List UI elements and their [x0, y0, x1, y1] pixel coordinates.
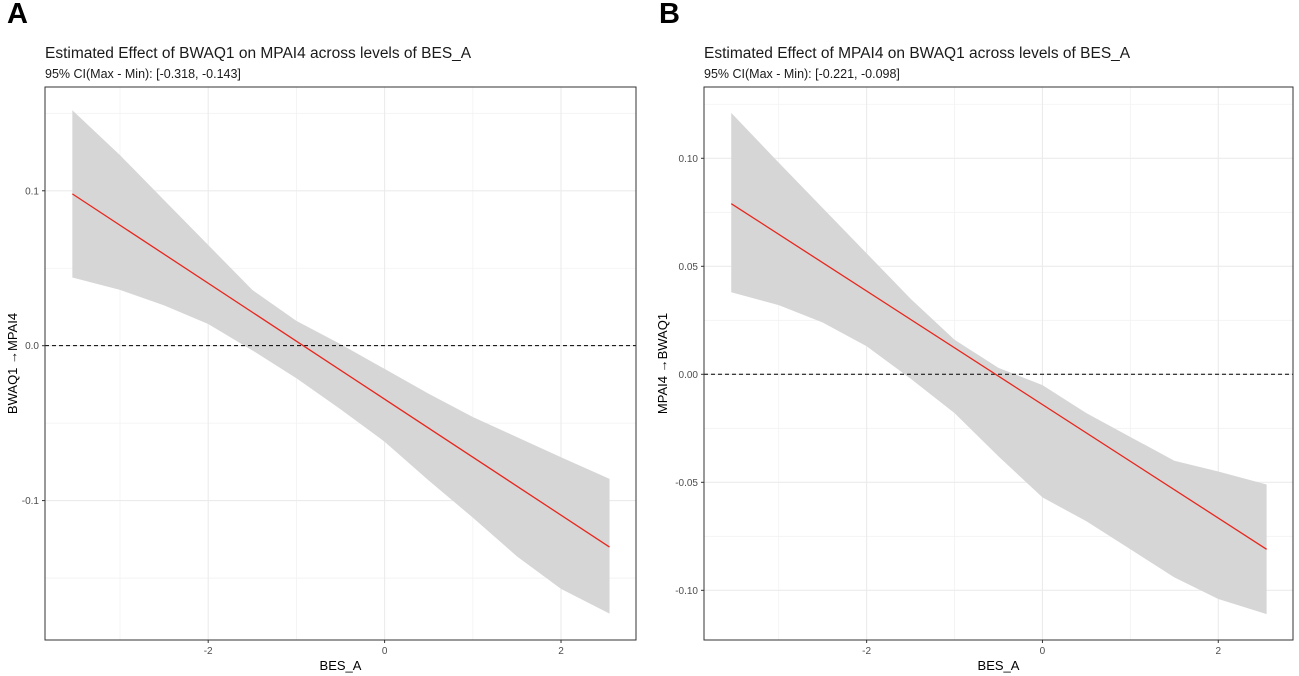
estimate-line — [72, 194, 609, 547]
x-tick-label: -2 — [862, 646, 871, 657]
x-tick-label: 2 — [1215, 646, 1221, 657]
confidence-band — [731, 113, 1266, 614]
panel-b: B Estimated Effect of MPAI4 on BWAQ1 acr… — [650, 0, 1299, 676]
y-tick-label: 0.10 — [679, 154, 699, 165]
panel-a: A Estimated Effect of BWAQ1 on MPAI4 acr… — [0, 0, 650, 676]
x-tick-label: -2 — [204, 646, 213, 657]
y-tick-label: -0.10 — [675, 586, 698, 597]
y-axis-title: BWAQ1 →MPAI4 — [5, 313, 20, 414]
y-tick-label: 0.05 — [679, 262, 699, 273]
y-tick-label: 0.1 — [25, 186, 39, 197]
x-axis-title: BES_A — [320, 658, 362, 673]
y-tick-label: 0.00 — [679, 370, 699, 381]
x-tick-label: 2 — [558, 646, 564, 657]
chart-b: -2 0 2 -0.10 -0.05 0.00 0.05 0.10 BES_A MPAI4 →BW… — [650, 0, 1299, 676]
estimate-line — [731, 204, 1266, 550]
chart-a: -2 0 2 -0.1 0.0 0.1 BES_A BWAQ1 →MPAI4 — [0, 0, 650, 676]
y-tick-label: -0.05 — [675, 478, 698, 489]
y-tick-label: 0.0 — [25, 341, 39, 352]
y-tick-label: -0.1 — [22, 496, 40, 507]
y-axis-title: MPAI4 →BWAQ1 — [655, 313, 670, 414]
x-tick-label: 0 — [1040, 646, 1046, 657]
x-axis-title: BES_A — [978, 658, 1020, 673]
confidence-band — [72, 110, 609, 613]
x-tick-label: 0 — [382, 646, 388, 657]
